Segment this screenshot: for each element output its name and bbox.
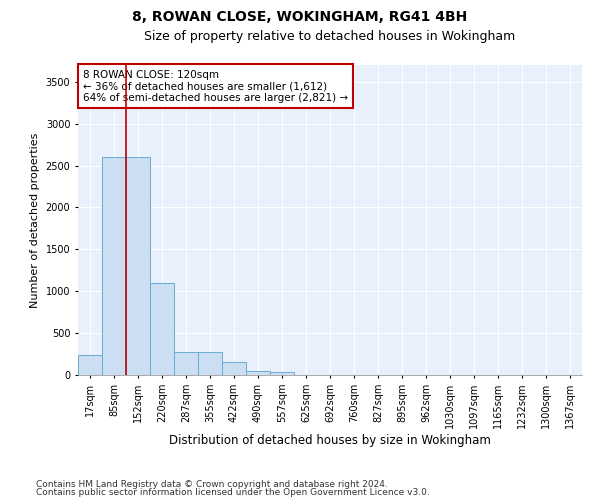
Bar [246, 371, 270, 375]
Text: 8 ROWAN CLOSE: 120sqm
← 36% of detached houses are smaller (1,612)
64% of semi-d: 8 ROWAN CLOSE: 120sqm ← 36% of detached … [83, 70, 348, 103]
Bar [270, 372, 294, 375]
Y-axis label: Number of detached properties: Number of detached properties [30, 132, 40, 308]
Bar [102, 157, 126, 375]
Title: Size of property relative to detached houses in Wokingham: Size of property relative to detached ho… [145, 30, 515, 43]
Bar [198, 352, 222, 375]
Bar [174, 352, 198, 375]
X-axis label: Distribution of detached houses by size in Wokingham: Distribution of detached houses by size … [169, 434, 491, 446]
Text: 8, ROWAN CLOSE, WOKINGHAM, RG41 4BH: 8, ROWAN CLOSE, WOKINGHAM, RG41 4BH [133, 10, 467, 24]
Bar [222, 362, 246, 375]
Text: Contains public sector information licensed under the Open Government Licence v3: Contains public sector information licen… [36, 488, 430, 497]
Bar [126, 157, 150, 375]
Bar [150, 283, 174, 375]
Bar [78, 355, 102, 375]
Text: Contains HM Land Registry data © Crown copyright and database right 2024.: Contains HM Land Registry data © Crown c… [36, 480, 388, 489]
